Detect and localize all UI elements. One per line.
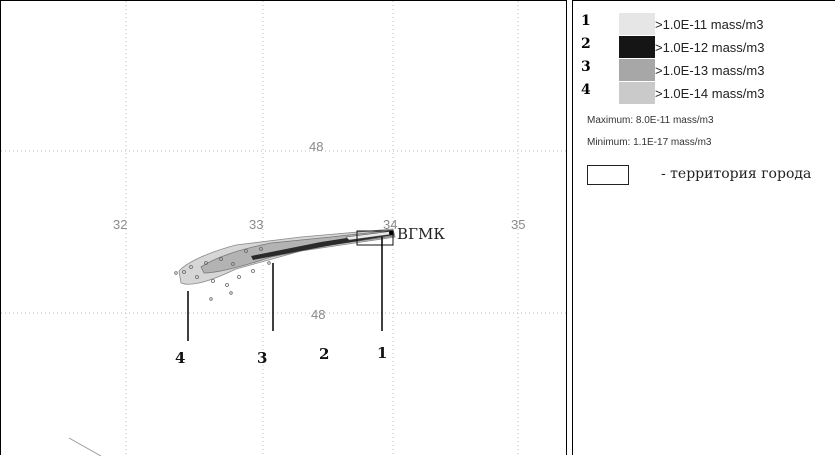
plume-zone-1 <box>345 230 395 241</box>
city-boundary <box>356 230 394 246</box>
legend-num: 4 <box>581 82 591 98</box>
legend-item-4: 4 >1.0E-14 mass/m3 <box>573 82 835 104</box>
city-boundary-swatch <box>587 165 629 185</box>
legend-item-1: 1 >1.0E-11 mass/m3 <box>573 13 835 35</box>
legend-item-3: 3 >1.0E-13 mass/m3 <box>573 59 835 81</box>
source-point-icon <box>389 231 393 235</box>
lon-label-33: 33 <box>249 217 263 232</box>
map-feature-line <box>68 437 102 456</box>
legend-swatch <box>619 36 655 58</box>
legend-label: >1.0E-13 mass/m3 <box>655 63 765 78</box>
lat-label-south: 48 <box>311 307 325 322</box>
map-panel: 48 48 32 33 34 35 ВГМК <box>0 0 568 456</box>
legend-swatch <box>619 82 655 104</box>
legend-item-2: 2 >1.0E-12 mass/m3 <box>573 36 835 58</box>
zone-leaders <box>187 237 383 341</box>
legend-swatch <box>619 13 655 35</box>
city-boundary-label: - территория города <box>661 166 812 182</box>
legend-panel: 1 >1.0E-11 mass/m3 2 >1.0E-12 mass/m3 3 … <box>572 0 835 455</box>
lat-label-north: 48 <box>309 139 323 154</box>
plume-speckle <box>174 247 271 301</box>
legend-label: >1.0E-11 mass/m3 <box>655 17 764 32</box>
legend-swatch <box>619 59 655 81</box>
place-label-vgmk: ВГМК <box>397 225 445 243</box>
lon-label-35: 35 <box>511 217 525 232</box>
legend-num: 3 <box>581 59 591 75</box>
legend-maximum: Maximum: 8.0E-11 mass/m3 <box>587 115 714 126</box>
legend-label: >1.0E-14 mass/m3 <box>655 86 765 101</box>
lon-label-34: 34 <box>383 217 397 232</box>
zone-marker-1: 1 <box>377 344 387 362</box>
map-canvas: 48 48 32 33 34 35 ВГМК <box>1 1 568 456</box>
legend-num: 1 <box>581 13 591 29</box>
zone-marker-4: 4 <box>175 349 185 367</box>
zone-marker-2: 2 <box>319 345 329 363</box>
legend-minimum: Minimum: 1.1E-17 mass/m3 <box>587 137 712 148</box>
plume <box>174 228 396 301</box>
lon-label-32: 32 <box>113 217 127 232</box>
graticule <box>1 1 568 456</box>
zone-marker-3: 3 <box>257 349 267 367</box>
legend-num: 2 <box>581 36 591 52</box>
legend-label: >1.0E-12 mass/m3 <box>655 40 765 55</box>
